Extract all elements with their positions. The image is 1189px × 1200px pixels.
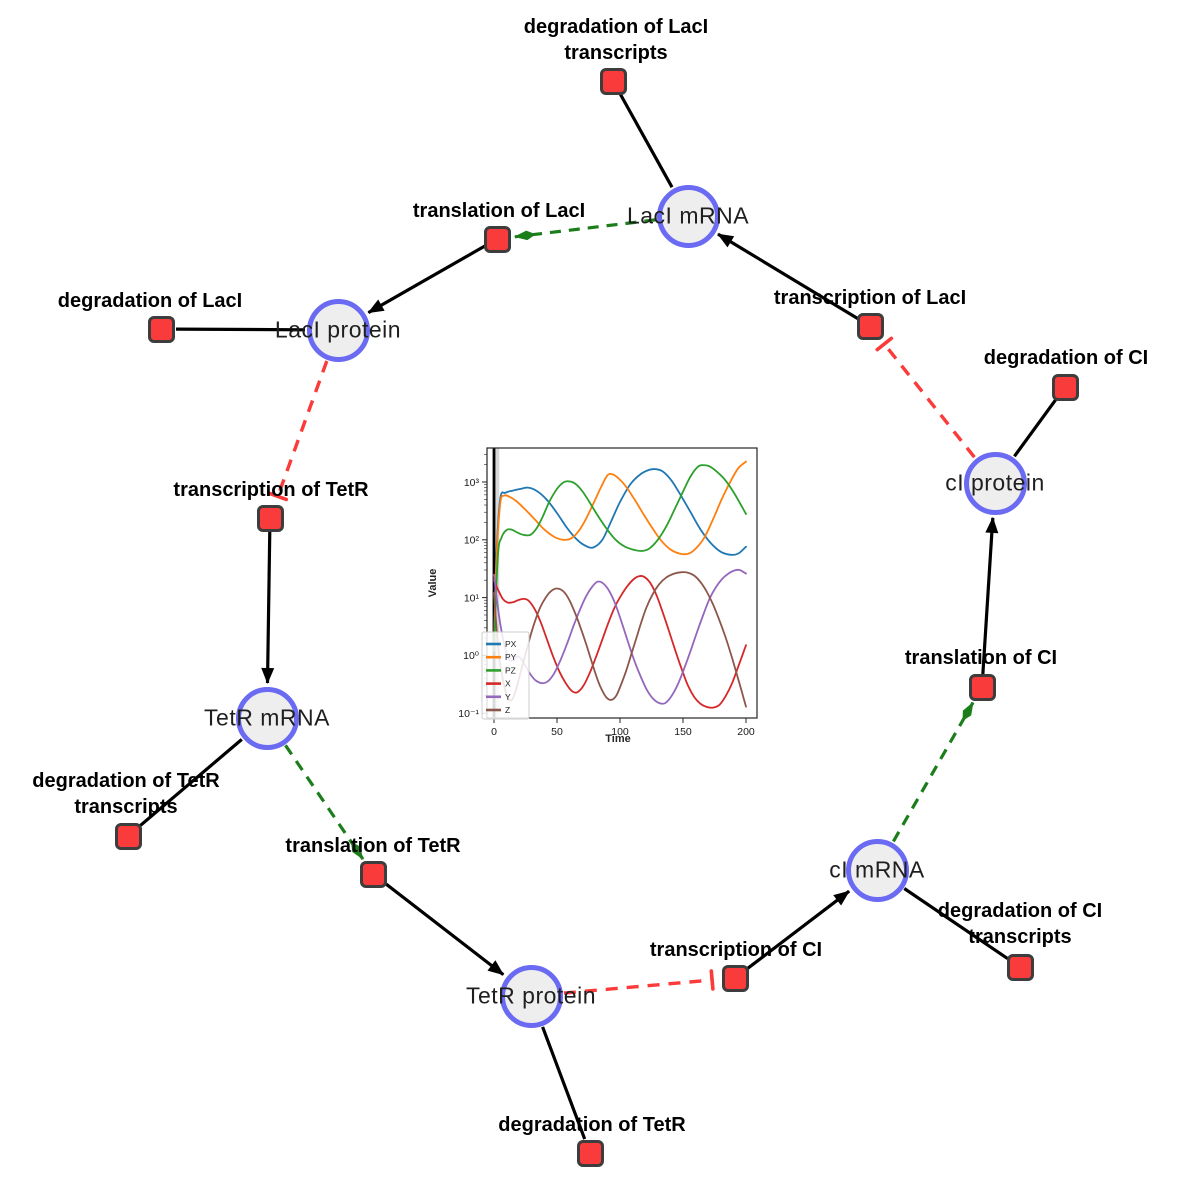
legend-label-Z: Z: [505, 705, 510, 715]
reaction-node-deg-ci[interactable]: [1051, 373, 1079, 401]
legend-label-X: X: [505, 679, 511, 689]
chart-x-axis-label: Time: [605, 733, 631, 745]
species-node-laci-mrna[interactable]: [656, 184, 720, 248]
y-tick-label: 10⁰: [463, 650, 480, 662]
reaction-node-transl-tetr[interactable]: [359, 860, 387, 888]
x-tick-label: 150: [674, 726, 692, 738]
reaction-node-tx-ci[interactable]: [721, 964, 749, 992]
edge-production-transl-ci-ci-protein: [981, 516, 999, 676]
edge-catalysis-laci-mrna-transl-laci: [513, 218, 656, 241]
chart-series-PY: [493, 460, 747, 652]
y-tick-label: 10²: [464, 535, 480, 547]
edge-inhibition-laci-protein-tx-tetr: [267, 360, 329, 502]
reaction-node-transl-laci[interactable]: [483, 225, 511, 253]
inset-chart: 10⁻¹ 10⁰ 10¹ 10² 10³ 0 50 100 150 200 PX PY PZ X Y Z Ti…: [425, 433, 770, 763]
y-tick-label: 10³: [464, 477, 480, 489]
edge-production-tx-ci-ci-mrna: [743, 889, 851, 972]
edge-catalysis-ci-mrna-transl-ci: [892, 701, 975, 843]
species-node-tetr-protein[interactable]: [499, 964, 563, 1028]
edge-consumption-tetr-protein-deg-tetr: [541, 1026, 587, 1140]
species-node-laci-protein[interactable]: [306, 298, 370, 362]
reaction-node-deg-tetr-tx[interactable]: [114, 822, 142, 850]
edge-production-transl-laci-laci-protein: [367, 243, 488, 314]
chart-legend: PX PY PZ XYZ: [481, 631, 530, 720]
chart-series-PZ: [493, 464, 747, 652]
x-tick-label: 200: [737, 726, 755, 738]
reaction-node-deg-laci-tx[interactable]: [599, 67, 627, 95]
legend-label-PY: PY: [505, 652, 517, 662]
reaction-node-tx-laci[interactable]: [856, 312, 884, 340]
edge-consumption-laci-protein-deg-laci: [175, 327, 306, 332]
species-node-tetr-mrna[interactable]: [235, 686, 299, 750]
legend-label-Y: Y: [505, 692, 511, 702]
legend-label-PZ: PZ: [505, 665, 516, 675]
edge-production-tx-tetr-tetr-mrna: [261, 529, 275, 684]
chart-series-Z: [493, 571, 747, 708]
reaction-node-transl-ci[interactable]: [968, 673, 996, 701]
chart-y-axis-label: Value: [427, 568, 439, 598]
reaction-node-deg-laci[interactable]: [147, 315, 175, 343]
edge-consumption-ci-mrna-deg-ci-tx: [903, 887, 1009, 960]
legend-label-PX: PX: [505, 639, 517, 649]
edge-consumption-laci-mrna-deg-laci-tx: [618, 93, 674, 188]
x-tick-label: 100: [611, 726, 629, 738]
edge-inhibition-ci-protein-tx-laci: [875, 336, 976, 459]
reaction-node-deg-tetr[interactable]: [576, 1139, 604, 1167]
species-node-ci-protein[interactable]: [963, 451, 1027, 515]
chart-series-X: [493, 574, 747, 709]
reaction-node-deg-ci-tx[interactable]: [1006, 953, 1034, 981]
edge-production-transl-tetr-tetr-protein: [381, 880, 505, 976]
chart-series-PX: [493, 468, 747, 647]
y-tick-label: 10¹: [464, 592, 480, 604]
edge-consumption-ci-protein-deg-ci: [1013, 398, 1058, 458]
edge-catalysis-tetr-mrna-transl-tetr: [284, 744, 365, 860]
y-tick-label: 10⁻¹: [458, 708, 479, 720]
species-node-ci-mrna[interactable]: [845, 838, 909, 902]
edge-production-tx-laci-laci-mrna: [717, 232, 861, 322]
chart-plot: 10⁻¹ 10⁰ 10¹ 10² 10³ 0 50 100 150 200 PX PY PZ XYZ: [458, 447, 758, 738]
edge-inhibition-tetr-protein-tx-ci: [563, 969, 715, 995]
x-tick-label: 0: [491, 726, 497, 738]
x-tick-label: 50: [551, 726, 563, 738]
reaction-node-tx-tetr[interactable]: [256, 504, 284, 532]
chart-series-Y: [493, 568, 747, 705]
chart-axes-box: [486, 447, 758, 719]
edge-consumption-tetr-mrna-deg-tetr-tx: [138, 738, 243, 828]
